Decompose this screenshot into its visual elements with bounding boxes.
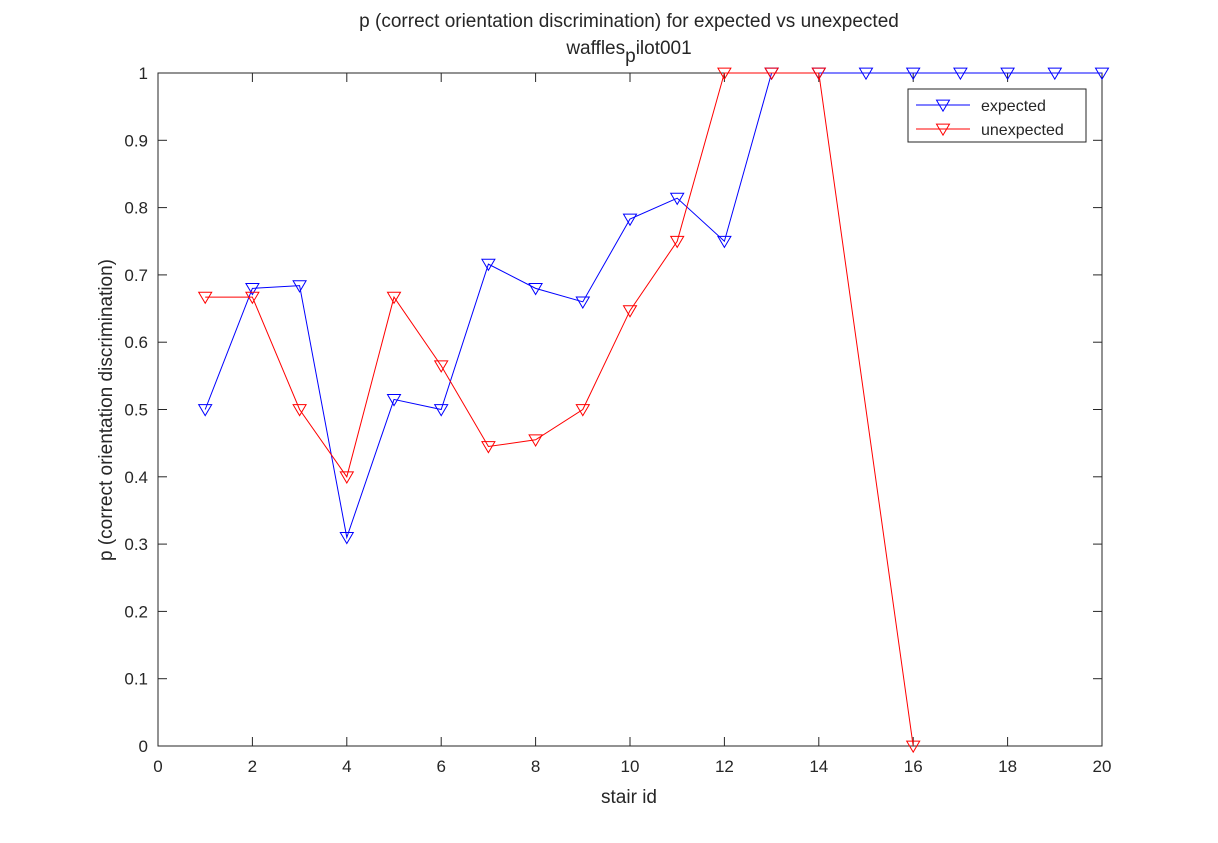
series-line-unexpected (205, 72, 914, 747)
data-point-unexpected (245, 291, 260, 305)
data-point-unexpected (433, 360, 449, 373)
data-point-unexpected (197, 291, 213, 305)
data-point-expected (1047, 67, 1063, 81)
y-tick-label: 0.2 (124, 602, 148, 621)
data-point-unexpected (622, 305, 638, 318)
data-point-expected (1094, 67, 1110, 81)
x-tick-label: 12 (715, 757, 734, 776)
data-point-expected (386, 394, 402, 407)
data-point-unexpected (717, 67, 732, 81)
x-tick-label: 20 (1093, 757, 1112, 776)
plot-area (157, 72, 1103, 747)
series-line-expected (204, 72, 1102, 540)
y-tick-label: 0.4 (124, 468, 148, 487)
data-point-unexpected (575, 404, 591, 417)
series-unexpected (197, 67, 921, 754)
y-tick-label: 0 (139, 737, 148, 756)
legend: expected unexpected (907, 88, 1087, 143)
data-point-expected (245, 282, 260, 296)
data-point-unexpected (528, 434, 543, 447)
x-tick-label: 8 (531, 757, 540, 776)
data-point-expected (433, 404, 449, 417)
x-tick-label: 0 (153, 757, 162, 776)
chart-subtitle-rest: ilot001 (636, 38, 692, 59)
data-point-unexpected (764, 67, 779, 81)
x-tick-label: 4 (342, 757, 351, 776)
chart-title: p (correct orientation discrimination) f… (359, 11, 899, 32)
y-tick-label: 0.8 (124, 199, 148, 218)
data-point-unexpected (481, 441, 496, 454)
series-layer (197, 67, 1110, 754)
x-tick-label: 14 (809, 757, 828, 776)
x-tick-label: 2 (248, 757, 257, 776)
data-point-expected (622, 213, 638, 227)
data-point-unexpected (669, 235, 685, 249)
chart-subtitle-main: waffles (565, 38, 625, 59)
data-point-expected (717, 235, 732, 249)
data-point-unexpected (905, 740, 921, 754)
data-point-expected (1000, 67, 1015, 81)
data-point-expected (528, 282, 543, 296)
y-axis-label: p (correct orientation discrimination) (96, 259, 117, 561)
x-tick-label: 10 (621, 757, 640, 776)
data-point-expected (197, 404, 213, 417)
y-tick-label: 0.9 (124, 131, 148, 150)
data-point-expected (858, 67, 874, 81)
data-point-unexpected (811, 67, 827, 81)
chart-subtitle: wafflespilot001 (565, 38, 691, 67)
legend-marker-expected (935, 99, 951, 113)
data-point-expected (905, 67, 921, 81)
axis-ticks: 0 2 4 6 8 10 12 14 16 18 20 0 0.1 0.2 0.3 0.4 0.5 0.6 0.7 0… (124, 64, 1111, 776)
legend-label-expected: expected (981, 98, 1046, 115)
legend-marker-unexpected (935, 123, 951, 137)
series-expected (197, 67, 1110, 545)
y-tick-label: 0.3 (124, 535, 148, 554)
x-tick-label: 16 (904, 757, 923, 776)
y-tick-label: 0.6 (124, 333, 148, 352)
data-point-expected (292, 280, 307, 293)
y-tick-label: 0.5 (124, 401, 148, 420)
data-point-unexpected (339, 471, 355, 484)
x-tick-label: 18 (998, 757, 1017, 776)
legend-label-unexpected: unexpected (981, 122, 1064, 139)
legend-box (907, 88, 1087, 143)
axes-box (157, 72, 1103, 747)
data-point-unexpected (292, 404, 307, 417)
x-tick-label: 6 (436, 757, 445, 776)
data-point-expected (953, 67, 968, 81)
data-point-expected (575, 296, 591, 309)
data-point-expected (669, 192, 685, 206)
data-point-expected (339, 531, 355, 545)
x-axis-label: stair id (601, 787, 657, 808)
data-point-expected (481, 258, 496, 272)
chart-subtitle-subscript: p (625, 46, 636, 67)
y-tick-label: 0.7 (124, 266, 148, 285)
y-tick-label: 0.1 (124, 670, 148, 689)
y-tick-label: 1 (139, 64, 148, 83)
data-point-unexpected (386, 291, 402, 305)
